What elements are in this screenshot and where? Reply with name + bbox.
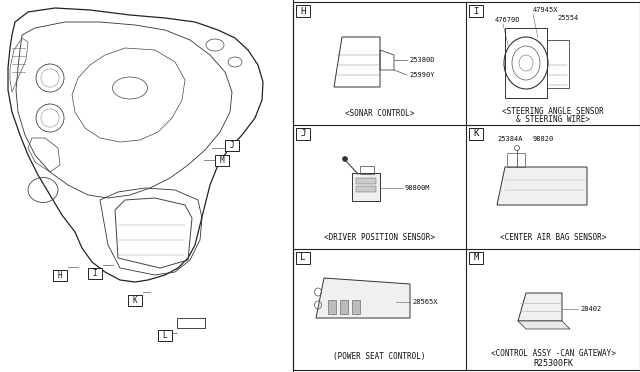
Bar [356,186,376,192]
Bar [293,2,640,370]
Bar [328,300,336,314]
Text: 25384A: 25384A [497,136,522,142]
Bar [215,155,229,166]
Bar [352,173,380,201]
Bar [177,318,205,328]
Polygon shape [518,321,570,329]
Text: 25554: 25554 [557,15,579,21]
Text: <CONTROL ASSY -CAN GATEWAY>: <CONTROL ASSY -CAN GATEWAY> [491,350,616,359]
Bar [128,295,142,306]
Bar [505,28,547,98]
Text: 28402: 28402 [580,306,601,312]
Bar [225,140,239,151]
Text: <DRIVER POSITION SENSOR>: <DRIVER POSITION SENSOR> [324,232,435,241]
Polygon shape [316,278,410,318]
Text: M: M [474,253,479,263]
Bar [469,252,483,264]
Bar [0,0,293,372]
Bar [547,40,569,88]
Bar [340,300,348,314]
Text: I: I [93,269,97,278]
Text: H: H [58,271,62,280]
Text: 25990Y: 25990Y [409,72,435,78]
Bar [507,153,525,167]
Bar [356,178,376,184]
Text: M: M [220,156,224,165]
Text: L: L [300,253,306,263]
Text: (POWER SEAT CONTROL): (POWER SEAT CONTROL) [333,352,426,360]
Bar [158,330,172,341]
Text: 98820: 98820 [533,136,554,142]
Text: H: H [300,6,306,16]
Text: J: J [300,129,306,138]
Text: <CENTER AIR BAG SENSOR>: <CENTER AIR BAG SENSOR> [500,232,606,241]
Bar [352,300,360,314]
Text: R25300FK: R25300FK [533,359,573,369]
Polygon shape [497,167,587,205]
Bar [469,5,483,17]
Text: L: L [163,331,167,340]
Text: K: K [132,296,138,305]
Bar [293,0,640,372]
Text: & STEERING WIRE>: & STEERING WIRE> [516,115,590,125]
Bar [296,5,310,17]
Bar [53,270,67,281]
Text: 28565X: 28565X [412,299,438,305]
Polygon shape [518,293,562,321]
Text: J: J [230,141,234,150]
Ellipse shape [342,157,348,161]
Text: I: I [474,6,479,16]
Text: 47670D: 47670D [495,17,520,23]
Bar [469,128,483,140]
Bar [296,128,310,140]
Text: 98800M: 98800M [405,185,431,191]
Text: 47945X: 47945X [533,7,559,13]
Text: K: K [474,129,479,138]
Text: <SONAR CONTROL>: <SONAR CONTROL> [345,109,414,118]
Bar [296,252,310,264]
Bar [360,166,374,174]
Bar [88,268,102,279]
Text: <STEERING ANGLE SENSOR: <STEERING ANGLE SENSOR [502,106,604,115]
Text: 25380D: 25380D [409,57,435,63]
